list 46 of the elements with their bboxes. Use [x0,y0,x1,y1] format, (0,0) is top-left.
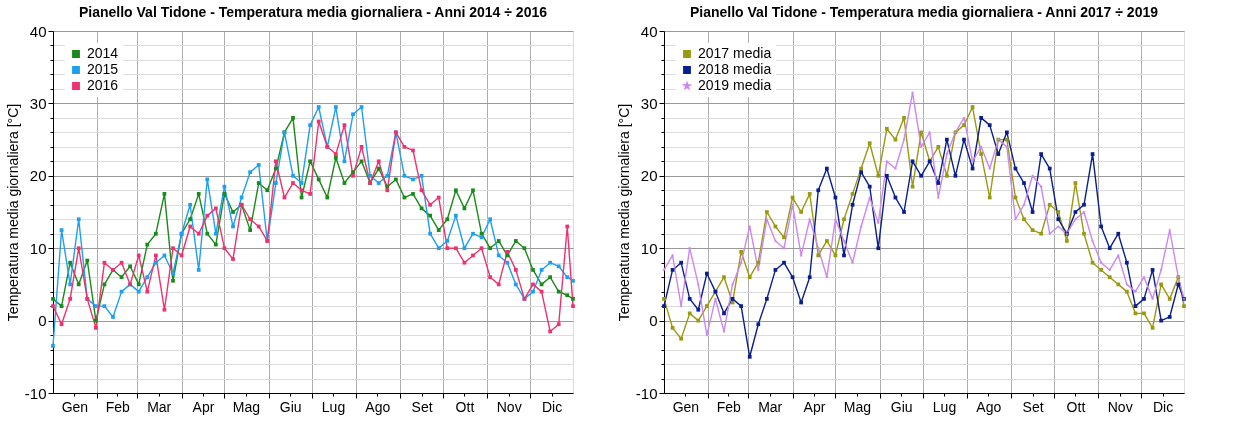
x-tick-label: Feb [716,398,742,415]
x-tick-label: Gen [672,398,700,415]
x-tick-label: Lug [932,398,957,415]
y-tick-label: 10 [29,239,47,257]
x-tick-label: Set [1022,398,1044,415]
y-tick-label: 40 [29,22,47,40]
y-tick-label: 30 [640,94,658,112]
y-tick-label: -10 [24,384,47,402]
y-tick-label: 20 [640,167,658,185]
x-tick-label: Ott [1066,398,1086,415]
x-tick-label: Mag [232,398,260,415]
y-axis-title: Temperatura media giornaliera [°C] [4,103,21,322]
x-tick-label: Feb [105,398,131,415]
legend-label: 2019 media [698,77,772,93]
chart-title: Pianello Val Tidone - Temperatura media giornaliera - Anni 2014 ÷ 2016 [78,4,548,20]
x-tick-label: Giu [279,398,302,415]
y-tick-label: 10 [640,239,658,257]
y-tick-label: 30 [29,94,47,112]
x-tick-label: Ott [455,398,475,415]
x-tick-label: Nov [1107,398,1133,415]
x-tick-label: Mar [758,398,783,415]
y-axis-title: Temperatura media giornaliera [°C] [615,103,632,322]
y-tick-label: -10 [635,384,658,402]
legend-label: 2017 media [698,45,772,61]
x-tick-label: Giu [890,398,913,415]
x-tick-label: Ago [976,398,1002,415]
x-tick-label: Gen [61,398,89,415]
legend-label: 2014 [87,45,119,61]
legend-label: 2015 [87,61,119,77]
x-tick-label: Mar [147,398,172,415]
x-tick-label: Dic [541,398,563,415]
y-tick-label: 0 [649,312,658,330]
x-tick-label: Lug [321,398,346,415]
chart-title: Pianello Val Tidone - Temperatura media giornaliera - Anni 2017 ÷ 2019 [689,4,1159,20]
y-tick-label: 0 [38,312,47,330]
legend-label: 2016 [87,77,119,93]
x-tick-label: Apr [803,398,826,415]
x-tick-label: Nov [496,398,522,415]
x-tick-label: Mag [843,398,871,415]
y-tick-label: 20 [29,167,47,185]
x-tick-label: Apr [192,398,215,415]
x-tick-label: Dic [1152,398,1174,415]
x-tick-label: Set [411,398,433,415]
y-tick-label: 40 [640,22,658,40]
legend-label: 2018 media [698,61,772,77]
x-tick-label: Ago [365,398,391,415]
